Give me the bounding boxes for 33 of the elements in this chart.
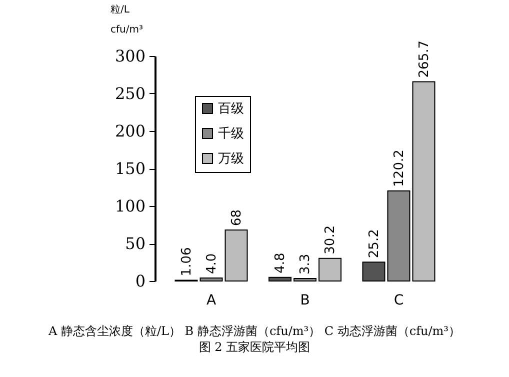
data-label: 3.3 bbox=[298, 254, 313, 275]
text: A 静态含尘浓度（粒/L） B 静态浮游菌（cfu/m³） C 动态浮游菌（cfu/m³） bbox=[48, 323, 462, 339]
y-tick-label: 0 bbox=[135, 272, 146, 290]
text: 图 2 五家医院平均图 bbox=[198, 339, 312, 355]
legend-label: 百级 bbox=[218, 102, 244, 116]
data-label: 120.2 bbox=[392, 150, 407, 187]
bar bbox=[412, 81, 436, 282]
bar bbox=[387, 190, 410, 282]
data-label: 30.2 bbox=[323, 225, 338, 254]
y-tick-label: 100 bbox=[114, 196, 146, 216]
bar bbox=[224, 230, 248, 282]
y-axis-title: 粒/L cfu/m³ bbox=[110, 4, 143, 36]
bar bbox=[318, 258, 342, 282]
data-label: 4.8 bbox=[273, 252, 288, 274]
x-tick-label: C bbox=[394, 292, 404, 308]
data-label: 4.0 bbox=[204, 253, 220, 274]
data-label: 1.06 bbox=[179, 247, 194, 276]
x-tick-label: B bbox=[300, 292, 310, 308]
bar bbox=[294, 278, 316, 282]
legend-label: 万级 bbox=[218, 152, 244, 166]
data-label: 68 bbox=[229, 209, 244, 226]
y-tick-label: 200 bbox=[114, 122, 146, 140]
y-tick-label: 50 bbox=[125, 234, 146, 253]
x-tick-label: A bbox=[206, 292, 216, 308]
bar bbox=[200, 278, 223, 282]
bar bbox=[362, 262, 386, 282]
y-tick-label: 300 bbox=[114, 46, 146, 66]
y-tick-label: 250 bbox=[114, 84, 146, 103]
y-tick-label: 150 bbox=[114, 159, 146, 178]
data-label: 25.2 bbox=[366, 229, 382, 258]
bar bbox=[268, 276, 292, 282]
data-label: 265.7 bbox=[416, 40, 432, 78]
legend-label: 千级 bbox=[218, 126, 244, 142]
